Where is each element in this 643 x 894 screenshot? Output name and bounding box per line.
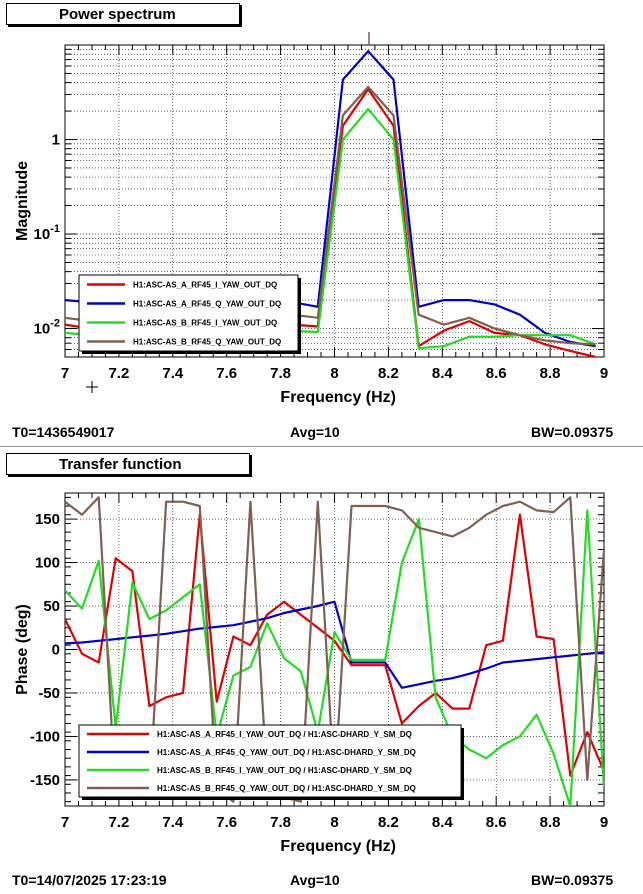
y-tick-label: 100 bbox=[35, 555, 60, 572]
power-spectrum-chart[interactable]: 7 7.2 7.4 7.6 7.8 8 8.2 8.4 8.6 8.8 9 10-2 10-1 1 Freq… bbox=[0, 0, 643, 420]
x-tick-label: 8.6 bbox=[486, 814, 507, 831]
y-axis-label: Magnitude bbox=[14, 161, 31, 241]
x-tick-label: 7.4 bbox=[162, 365, 184, 382]
x-tick-label: 7.6 bbox=[216, 814, 237, 831]
power-avg: Avg=10 bbox=[290, 424, 340, 440]
legend-label-2: H1:ASC-AS_B_RF45_I_YAW_OUT_DQ bbox=[133, 319, 277, 328]
legend-label-3: H1:ASC-AS_B_RF45_Q_YAW_OUT_DQ / H1:ASC-D… bbox=[157, 784, 416, 793]
y-tick-label: 10-2 bbox=[34, 318, 60, 338]
x-tick-label: 8 bbox=[330, 365, 338, 382]
legend-label-1: H1:ASC-AS_A_RF45_Q_YAW_OUT_DQ / H1:ASC-D… bbox=[157, 748, 416, 757]
legend-label-2: H1:ASC-AS_B_RF45_I_YAW_OUT_DQ / H1:ASC-D… bbox=[157, 766, 412, 775]
x-tick-label: 7.6 bbox=[216, 365, 237, 382]
legend-label-0: H1:ASC-AS_A_RF45_I_YAW_OUT_DQ bbox=[133, 281, 277, 290]
legend-label-3: H1:ASC-AS_B_RF45_Q_YAW_OUT_DQ bbox=[133, 338, 281, 347]
x-tick-label: 7.2 bbox=[108, 365, 129, 382]
power-t0: T0=1436549017 bbox=[12, 424, 115, 440]
y-ticks bbox=[65, 44, 604, 358]
power-spectrum-title-text: Power spectrum bbox=[59, 5, 176, 23]
legend-box bbox=[78, 274, 299, 352]
x-tick-label: 8.4 bbox=[432, 814, 454, 831]
x-tick-label: 8.2 bbox=[378, 365, 399, 382]
y-tick-label: 1 bbox=[52, 132, 60, 149]
y-tick-label: 10-1 bbox=[34, 223, 60, 243]
x-tick-label: 8.8 bbox=[540, 814, 561, 831]
power-spectrum-title[interactable]: Power spectrum bbox=[6, 3, 240, 25]
x-tick-label: 7 bbox=[61, 814, 69, 831]
transfer-avg: Avg=10 bbox=[290, 872, 340, 888]
transfer-t0: T0=14/07/2025 17:23:19 bbox=[12, 872, 167, 888]
legend-box bbox=[78, 724, 462, 798]
x-tick-label: 7.4 bbox=[162, 814, 184, 831]
power-bw: BW=0.09375 bbox=[531, 424, 614, 440]
legend-label-1: H1:ASC-AS_A_RF45_Q_YAW_OUT_DQ bbox=[133, 300, 281, 309]
series-line-2 bbox=[65, 509, 604, 806]
x-axis-label: Frequency (Hz) bbox=[280, 838, 396, 855]
y-tick-label: -50 bbox=[38, 685, 60, 702]
x-tick-label: 7.8 bbox=[270, 365, 291, 382]
transfer-function-title-text: Transfer function bbox=[59, 455, 182, 473]
panel-separator bbox=[0, 446, 643, 447]
power-spectrum-panel: Power spectrum 7 7.2 7.4 7.6 7.8 8 8.2 8.4 8.6 8.… bbox=[0, 0, 643, 446]
x-tick-label: 9 bbox=[600, 365, 608, 382]
x-tick-label: 7.2 bbox=[108, 814, 129, 831]
y-tick-label: 50 bbox=[43, 598, 60, 615]
y-tick-label: 150 bbox=[35, 511, 60, 528]
x-tick-label: 9 bbox=[600, 814, 608, 831]
transfer-function-title[interactable]: Transfer function bbox=[6, 453, 250, 475]
x-tick-label: 7.8 bbox=[270, 814, 291, 831]
x-tick-label: 8.2 bbox=[378, 814, 399, 831]
x-tick-label: 7 bbox=[61, 365, 69, 382]
y-axis-label: Phase (deg) bbox=[14, 604, 31, 695]
y-tick-label: 0 bbox=[52, 642, 60, 659]
x-axis-label: Frequency (Hz) bbox=[280, 389, 396, 406]
legend-label-0: H1:ASC-AS_A_RF45_I_YAW_OUT_DQ / H1:ASC-D… bbox=[157, 730, 412, 739]
y-tick-label: -150 bbox=[30, 772, 60, 789]
x-tick-label: 8.6 bbox=[486, 365, 507, 382]
transfer-bw: BW=0.09375 bbox=[531, 872, 614, 888]
x-ticks bbox=[64, 493, 605, 806]
y-tick-label: -100 bbox=[30, 728, 60, 745]
x-tick-label: 8.8 bbox=[540, 365, 561, 382]
x-tick-label: 8.4 bbox=[432, 365, 454, 382]
transfer-function-chart[interactable]: 7 7.2 7.4 7.6 7.8 8 8.2 8.4 8.6 8.8 9 -150 -100 -50 0 5… bbox=[0, 448, 643, 868]
series-line-1 bbox=[65, 600, 604, 689]
x-tick-label: 8 bbox=[330, 814, 338, 831]
transfer-function-panel: Transfer function 7 7.2 7.4 7.6 7.8 8 8.2 8.4 8.… bbox=[0, 448, 643, 894]
